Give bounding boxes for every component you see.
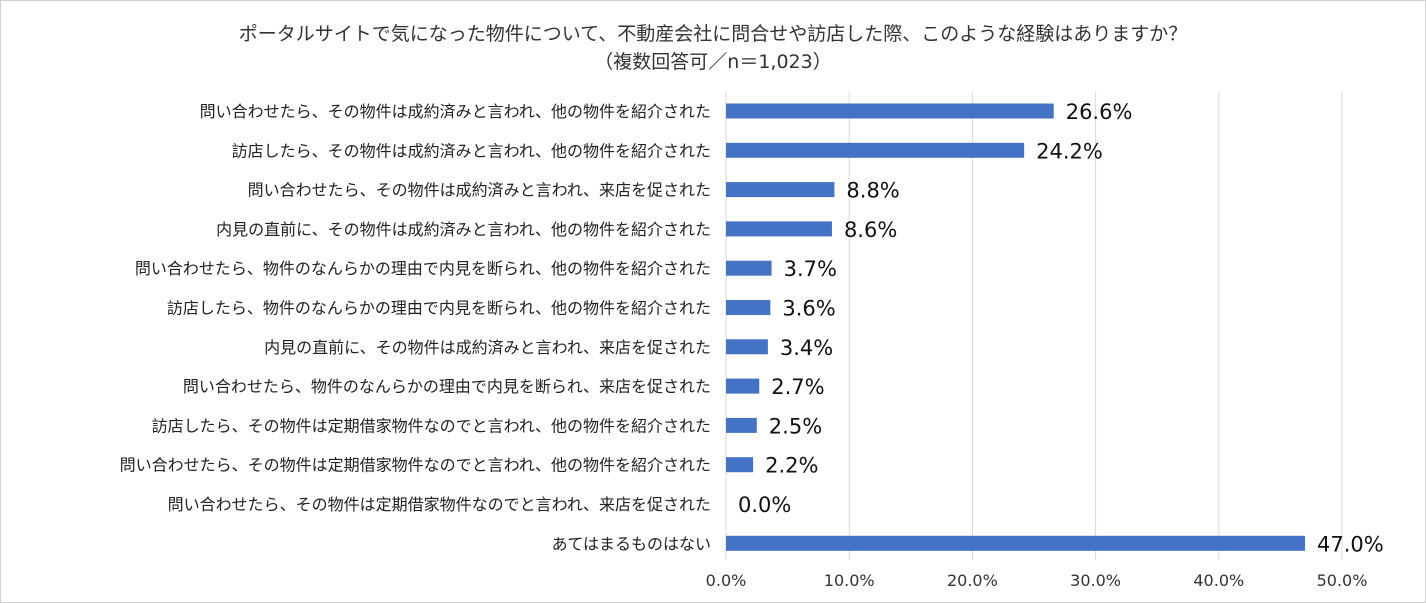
bar bbox=[726, 260, 772, 276]
bar bbox=[726, 378, 760, 394]
x-tick-label: 50.0% bbox=[1317, 571, 1368, 590]
category-label: 訪店したら、その物件は定期借家物件なのでと言われ、他の物件を紹介された bbox=[152, 416, 711, 435]
category-label: 問い合わせたら、その物件は成約済みと言われ、他の物件を紹介された bbox=[200, 102, 711, 121]
x-tick-label: 10.0% bbox=[824, 571, 875, 590]
x-tick-label: 40.0% bbox=[1193, 571, 1244, 590]
chart-subtitle: （複数回答可／n＝1,023） bbox=[594, 51, 832, 73]
bar bbox=[726, 103, 1054, 119]
data-label: 26.6% bbox=[1066, 100, 1133, 124]
x-tick-label: 30.0% bbox=[1070, 571, 1121, 590]
x-tick-label: 20.0% bbox=[947, 571, 998, 590]
category-label: 内見の直前に、その物件は成約済みと言われ、来店を促された bbox=[264, 338, 711, 357]
data-label: 0.0% bbox=[738, 493, 791, 517]
category-label: 訪店したら、物件のなんらかの理由で内見を断られ、他の物件を紹介された bbox=[167, 299, 711, 318]
category-labels: 問い合わせたら、その物件は成約済みと言われ、他の物件を紹介された訪店したら、その… bbox=[120, 102, 711, 553]
x-tick-label: 0.0% bbox=[706, 571, 747, 590]
data-labels: 26.6% 24.2% 8.8% 8.6% 3.7% 3.6% 3.4% 2.7% 2.5% 2.… bbox=[738, 100, 1384, 556]
category-label: 問い合わせたら、物件のなんらかの理由で内見を断られ、他の物件を紹介された bbox=[135, 259, 711, 278]
bar bbox=[726, 457, 754, 473]
bar bbox=[726, 142, 1025, 158]
category-label: 内見の直前に、その物件は成約済みと言われ、他の物件を紹介された bbox=[216, 220, 711, 239]
gridlines bbox=[725, 92, 1343, 560]
category-label: 訪店したら、その物件は成約済みと言われ、他の物件を紹介された bbox=[232, 141, 711, 160]
data-label: 2.7% bbox=[771, 375, 824, 399]
chart-title: ポータルサイトで気になった物件について、不動産会社に問合せや訪店した際、このよう… bbox=[238, 23, 1188, 45]
category-label: 問い合わせたら、その物件は定期借家物件なのでと言われ、来店を促された bbox=[168, 495, 711, 514]
x-axis-tick-labels: 0.0% 10.0% 20.0% 30.0% 40.0% 50.0% bbox=[706, 571, 1368, 590]
category-label: 問い合わせたら、その物件は定期借家物件なのでと言われ、他の物件を紹介された bbox=[120, 456, 711, 475]
data-label: 8.6% bbox=[844, 218, 897, 242]
bar bbox=[726, 417, 757, 433]
data-label: 3.6% bbox=[782, 297, 835, 321]
data-label: 2.2% bbox=[765, 454, 818, 478]
bar bbox=[726, 182, 835, 198]
bars bbox=[726, 103, 1306, 551]
data-label: 2.5% bbox=[769, 414, 822, 438]
bar bbox=[726, 535, 1306, 551]
bar bbox=[726, 339, 768, 355]
category-label: 問い合わせたら、物件のなんらかの理由で内見を断られ、来店を促された bbox=[183, 377, 711, 396]
category-label: 問い合わせたら、その物件は成約済みと言われ、来店を促された bbox=[248, 181, 711, 200]
data-label: 24.2% bbox=[1036, 139, 1103, 163]
data-label: 47.0% bbox=[1317, 532, 1384, 556]
bar bbox=[726, 300, 771, 315]
category-label: あてはまるものはない bbox=[552, 534, 711, 553]
bar bbox=[726, 221, 832, 237]
data-label: 8.8% bbox=[846, 179, 899, 203]
data-label: 3.7% bbox=[784, 257, 837, 281]
data-label: 3.4% bbox=[780, 336, 833, 360]
